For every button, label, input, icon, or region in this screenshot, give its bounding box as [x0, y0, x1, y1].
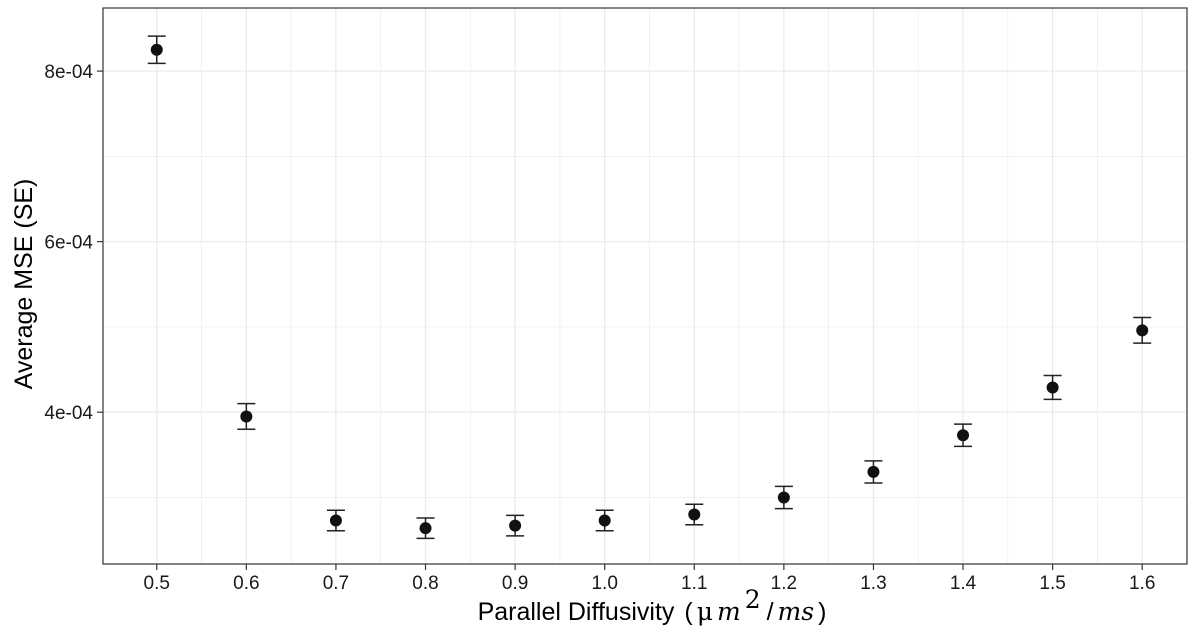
x-tick-label: 1.5 [1039, 573, 1065, 594]
y-axis-ticks: 4e-04 6e-04 8e-04 [44, 62, 103, 424]
x-axis-unit-ms: ms [778, 597, 815, 626]
data-point [957, 429, 970, 442]
y-tick-label: 4e-04 [44, 403, 93, 424]
x-tick-label: 0.7 [323, 573, 349, 594]
panel-border [102, 7, 1188, 565]
x-tick-label: 0.9 [502, 573, 528, 594]
x-tick-label: 1.3 [860, 573, 886, 594]
x-tick-label: 1.6 [1129, 573, 1155, 594]
y-tick-label: 6e-04 [44, 233, 93, 254]
x-tick-label: 1.2 [771, 573, 797, 594]
x-axis-unit-exponent: 2 [745, 585, 761, 614]
data-point [777, 491, 790, 504]
data-point [509, 519, 522, 532]
x-axis-unit-m: m [717, 597, 741, 626]
x-axis-title: Parallel Diffusivity ( μ m 2 / ms ) [478, 585, 827, 626]
data-point [150, 43, 163, 56]
data-point [419, 522, 432, 535]
data-point [1136, 324, 1149, 337]
x-axis-label: Parallel Diffusivity [478, 598, 675, 626]
data-points [150, 43, 1149, 535]
data-point [688, 508, 701, 521]
grid-lines [103, 8, 1187, 564]
x-axis-unit-close-paren: ) [818, 598, 826, 626]
data-point [240, 410, 253, 423]
y-tick-label: 8e-04 [44, 62, 93, 83]
x-tick-label: 0.8 [412, 573, 438, 594]
x-tick-label: 0.5 [144, 573, 170, 594]
x-axis-unit-open-paren: ( [684, 598, 693, 626]
x-axis-ticks: 0.5 0.6 0.7 0.8 0.9 1.0 1.1 1.2 1.3 1.4 1.5 1.6 [144, 564, 1155, 594]
x-tick-label: 1.1 [681, 573, 707, 594]
data-point [1046, 381, 1059, 394]
x-tick-label: 1.0 [591, 573, 617, 594]
x-axis-unit-slash: / [767, 598, 774, 626]
x-tick-label: 0.6 [233, 573, 259, 594]
y-axis-title: Average MSE (SE) [10, 179, 38, 390]
x-tick-label: 1.4 [950, 573, 977, 594]
data-point [867, 465, 880, 478]
data-point [329, 514, 342, 527]
data-point [598, 514, 611, 527]
x-axis-unit-mu: μ [697, 597, 713, 626]
